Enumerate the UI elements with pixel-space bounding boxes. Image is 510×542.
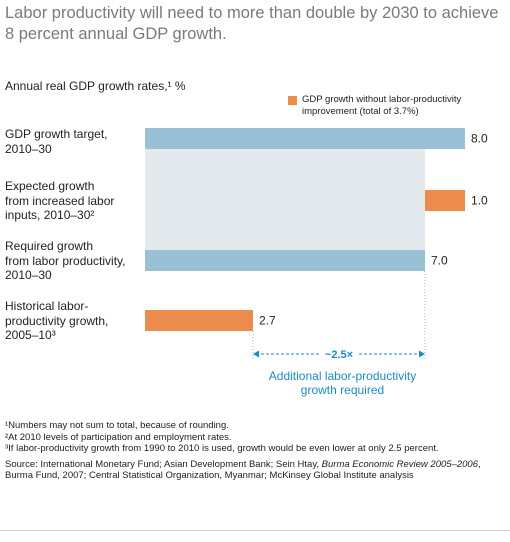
bar-2 <box>145 250 425 271</box>
value-label-0: 8.0 <box>471 132 488 146</box>
multiplier-label: ~2.5× <box>325 349 353 361</box>
bar-1 <box>425 190 465 211</box>
row-label-historical-productivity: Historical labor-productivity growth, 200… <box>5 299 109 342</box>
value-label-3: 2.7 <box>259 314 276 328</box>
bracket-arrow-left <box>253 350 259 358</box>
row-label-required-productivity: Required growth from labor productivity, 2… <box>5 239 126 282</box>
footnote-3: ³If labor-productivity growth from 1990 … <box>5 443 439 454</box>
legend-label: GDP growth without labor-productivity im… <box>302 94 462 117</box>
bar-3 <box>145 310 253 331</box>
chart-title: Labor productivity will need to more tha… <box>5 4 499 43</box>
footnote-2: ²At 2010 levels of participation and emp… <box>5 431 232 443</box>
value-label-1: 1.0 <box>471 194 488 208</box>
bottom-rule <box>0 530 510 531</box>
row-label-labor-inputs: Expected growth from increased labor input… <box>5 179 115 222</box>
bar-0 <box>145 128 465 149</box>
footnote-1: ¹Numbers may not sum to total, because o… <box>5 420 229 431</box>
bracket-arrow-right <box>419 350 425 358</box>
shaded-gap-area <box>145 128 425 271</box>
source-note: Source: International Monetary Fund; Asi… <box>5 458 481 482</box>
value-label-2: 7.0 <box>431 254 448 268</box>
row-label-gdp-target: GDP growth target, 2010–30 <box>5 127 108 156</box>
footnotes: ¹Numbers may not sum to total, because o… <box>5 420 505 482</box>
chart-subtitle: Annual real GDP growth rates,¹ % <box>5 79 186 93</box>
legend-swatch-orange <box>288 96 297 105</box>
bracket-caption: Additional labor-productivity growth requ… <box>268 369 417 397</box>
